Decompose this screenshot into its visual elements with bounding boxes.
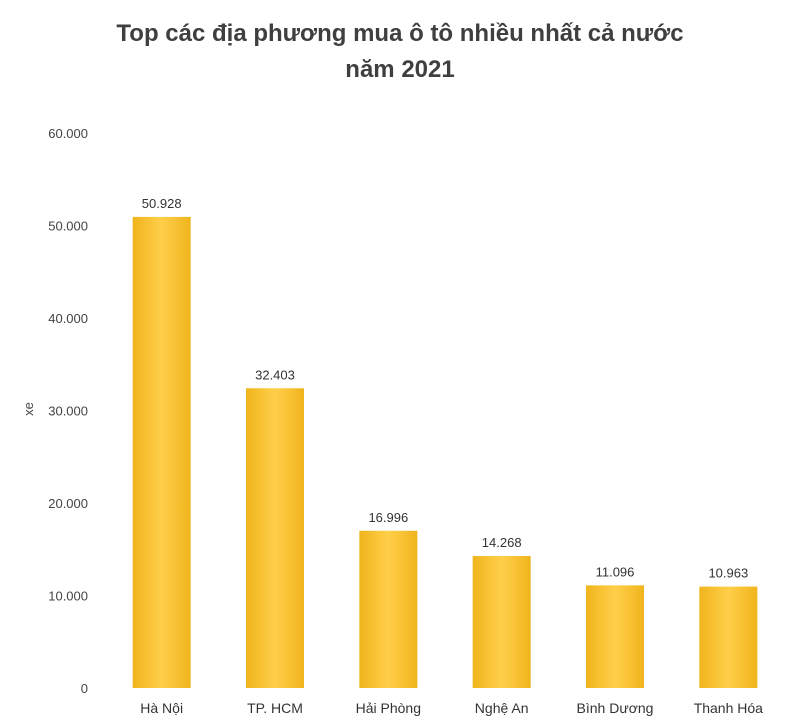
- category-label: Bình Dương: [577, 700, 654, 716]
- bar: [586, 585, 644, 688]
- data-label: 10.963: [708, 566, 748, 581]
- data-label: 11.096: [596, 564, 635, 579]
- bars-group: [132, 216, 758, 688]
- y-tick-label: 40.000: [48, 311, 88, 326]
- y-axis-ticks: 0 10.000 20.000 30.000 40.000 50.000 60.000: [48, 126, 88, 696]
- data-label: 50.928: [142, 196, 182, 211]
- y-tick-label: 0: [81, 681, 88, 696]
- y-tick-label: 20.000: [48, 496, 88, 511]
- category-label: TP. HCM: [247, 700, 303, 716]
- category-label: Hải Phòng: [356, 700, 421, 716]
- category-label: Thanh Hóa: [694, 700, 763, 716]
- y-axis-label: xe: [21, 402, 36, 416]
- bar: [359, 530, 418, 688]
- data-labels-group: 50.928 32.403 16.996 14.268 11.096 10.963: [142, 196, 748, 581]
- category-label: Hà Nội: [140, 700, 183, 716]
- y-tick-label: 50.000: [48, 219, 88, 234]
- data-label: 16.996: [368, 510, 408, 525]
- chart-title-line-2: năm 2021: [345, 56, 454, 83]
- data-label: 32.403: [255, 367, 295, 382]
- bar: [699, 586, 758, 688]
- chart-title-line-1: Top các địa phương mua ô tô nhiều nhất c…: [116, 20, 683, 47]
- y-tick-label: 60.000: [48, 126, 88, 141]
- category-label: Nghệ An: [475, 700, 529, 716]
- y-tick-label: 10.000: [48, 589, 88, 604]
- bar: [246, 388, 304, 688]
- bar: [472, 556, 531, 688]
- bar: [132, 216, 191, 688]
- x-axis-categories: Hà Nội TP. HCM Hải Phòng Nghệ An Bình Dương T…: [140, 700, 763, 716]
- y-tick-label: 30.000: [48, 404, 88, 419]
- data-label: 14.268: [482, 535, 522, 550]
